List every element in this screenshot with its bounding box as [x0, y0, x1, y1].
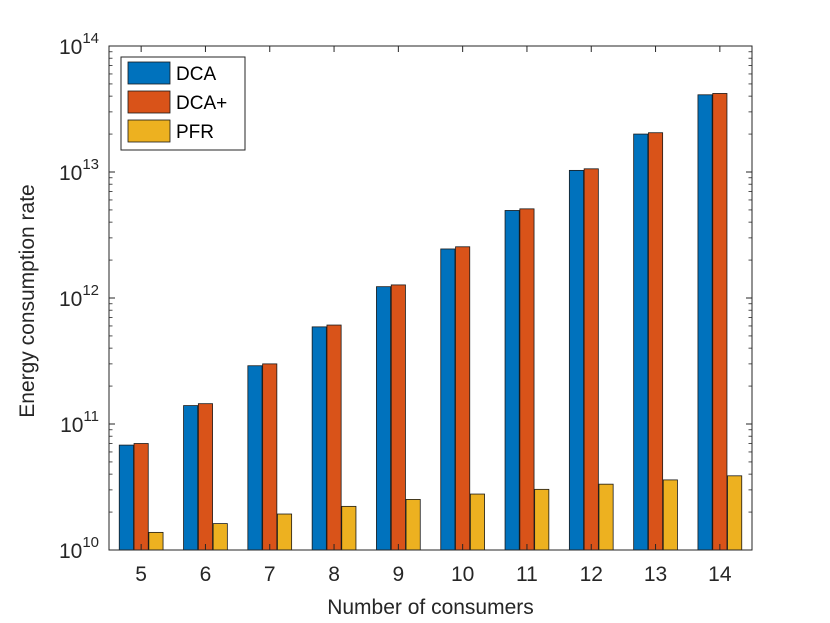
- bar-dca-8: [311, 326, 327, 551]
- bar-pfr-5: [148, 531, 164, 551]
- x-tick-label: 7: [264, 563, 276, 586]
- legend-label-pfr: PFR: [176, 122, 214, 143]
- y-tick-exponent: 11: [83, 408, 99, 425]
- bar-dca-5: [118, 444, 134, 551]
- y-tick-label: 1014: [59, 30, 99, 59]
- y-tick-base: 10: [60, 414, 83, 437]
- bar-dca-9: [376, 286, 392, 551]
- y-tick-exponent: 12: [82, 282, 99, 299]
- y-tick-exponent: 10: [82, 534, 99, 551]
- bar-dca-plus-14: [712, 93, 728, 551]
- x-tick-label: 5: [135, 563, 147, 586]
- y-tick-exponent: 14: [82, 30, 99, 47]
- x-tick-label: 8: [328, 563, 340, 586]
- x-tick-label: 6: [200, 563, 212, 586]
- x-tick-label: 9: [393, 563, 405, 586]
- bar-dca-13: [633, 133, 649, 551]
- bar-dca-plus-5: [133, 443, 149, 551]
- bar-dca-plus-11: [519, 208, 535, 551]
- y-axis-title: Energy consumption rate: [16, 184, 39, 417]
- y-tick-label: 1013: [59, 156, 99, 185]
- x-tick-label: 13: [644, 563, 667, 586]
- bar-pfr-11: [534, 488, 550, 551]
- bar-pfr-6: [212, 523, 228, 551]
- bar-pfr-7: [277, 513, 293, 551]
- y-tick-base: 10: [59, 288, 82, 311]
- x-axis-title: Number of consumers: [327, 596, 534, 619]
- x-tick-label: 11: [516, 563, 538, 586]
- bar-pfr-14: [727, 475, 743, 551]
- bar-dca-plus-8: [326, 324, 342, 551]
- bar-pfr-12: [598, 483, 614, 551]
- bar-dca-14: [697, 94, 713, 551]
- y-tick-label: 1011: [60, 408, 99, 437]
- bar-pfr-8: [341, 505, 357, 551]
- bar-dca-plus-13: [648, 132, 664, 551]
- bar-dca-11: [504, 210, 520, 551]
- legend: DCA DCA+ PFR: [120, 56, 246, 151]
- bar-dca-6: [183, 405, 199, 551]
- y-tick-exponent: 13: [82, 156, 99, 173]
- x-tick-label: 10: [451, 563, 474, 586]
- x-tick-label: 14: [708, 563, 732, 586]
- y-tick-base: 10: [59, 162, 82, 185]
- bar-dca-plus-12: [583, 168, 599, 551]
- legend-label-dca-plus: DCA+: [176, 93, 227, 114]
- bar-dca-plus-7: [262, 363, 278, 551]
- x-tick-label: 12: [580, 563, 603, 586]
- bar-dca-10: [440, 248, 456, 551]
- y-tick-base: 10: [59, 540, 82, 563]
- bar-dca-plus-9: [390, 284, 406, 551]
- y-tick-label: 1010: [59, 534, 99, 563]
- y-tick-base: 10: [59, 36, 82, 59]
- bar-dca-12: [568, 169, 584, 551]
- bar-dca-plus-10: [455, 246, 471, 551]
- y-tick-label: 1012: [59, 282, 99, 311]
- bar-pfr-13: [662, 479, 678, 551]
- bar-pfr-10: [469, 493, 485, 551]
- bar-pfr-9: [405, 499, 421, 551]
- legend-swatch-pfr: [127, 119, 171, 143]
- bar-dca-7: [247, 365, 263, 551]
- bars-group: [118, 93, 743, 551]
- legend-label-dca: DCA: [176, 64, 216, 85]
- bar-dca-plus-6: [197, 403, 213, 551]
- legend-swatch-dca-plus: [127, 90, 171, 114]
- legend-swatch-dca: [127, 61, 171, 85]
